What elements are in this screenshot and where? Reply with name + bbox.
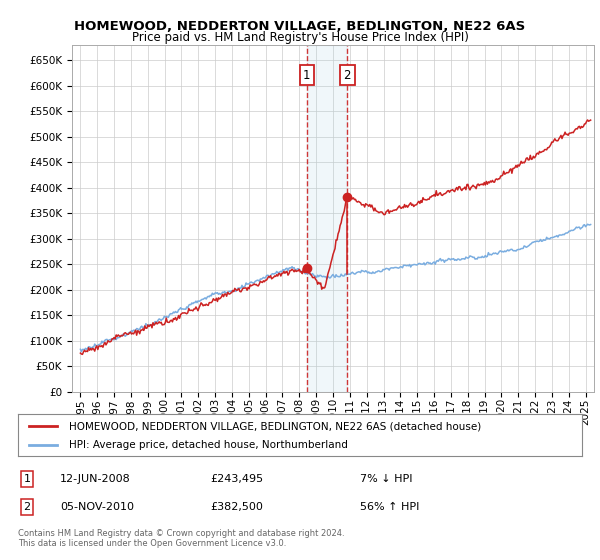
Text: 1: 1 (23, 474, 31, 484)
Text: Price paid vs. HM Land Registry's House Price Index (HPI): Price paid vs. HM Land Registry's House … (131, 31, 469, 44)
Text: 2: 2 (23, 502, 31, 512)
Text: HOMEWOOD, NEDDERTON VILLAGE, BEDLINGTON, NE22 6AS: HOMEWOOD, NEDDERTON VILLAGE, BEDLINGTON,… (74, 20, 526, 32)
Text: HOMEWOOD, NEDDERTON VILLAGE, BEDLINGTON, NE22 6AS (detached house): HOMEWOOD, NEDDERTON VILLAGE, BEDLINGTON,… (69, 421, 481, 431)
Text: 12-JUN-2008: 12-JUN-2008 (60, 474, 131, 484)
Text: 56% ↑ HPI: 56% ↑ HPI (360, 502, 419, 512)
Text: £382,500: £382,500 (210, 502, 263, 512)
Text: 2: 2 (344, 69, 351, 82)
Text: 1: 1 (303, 69, 311, 82)
Text: Contains HM Land Registry data © Crown copyright and database right 2024.
This d: Contains HM Land Registry data © Crown c… (18, 529, 344, 548)
Bar (307, 45, 347, 392)
Text: 05-NOV-2010: 05-NOV-2010 (60, 502, 134, 512)
Text: £243,495: £243,495 (210, 474, 263, 484)
Text: HPI: Average price, detached house, Northumberland: HPI: Average price, detached house, Nort… (69, 440, 347, 450)
Text: 7% ↓ HPI: 7% ↓ HPI (360, 474, 413, 484)
